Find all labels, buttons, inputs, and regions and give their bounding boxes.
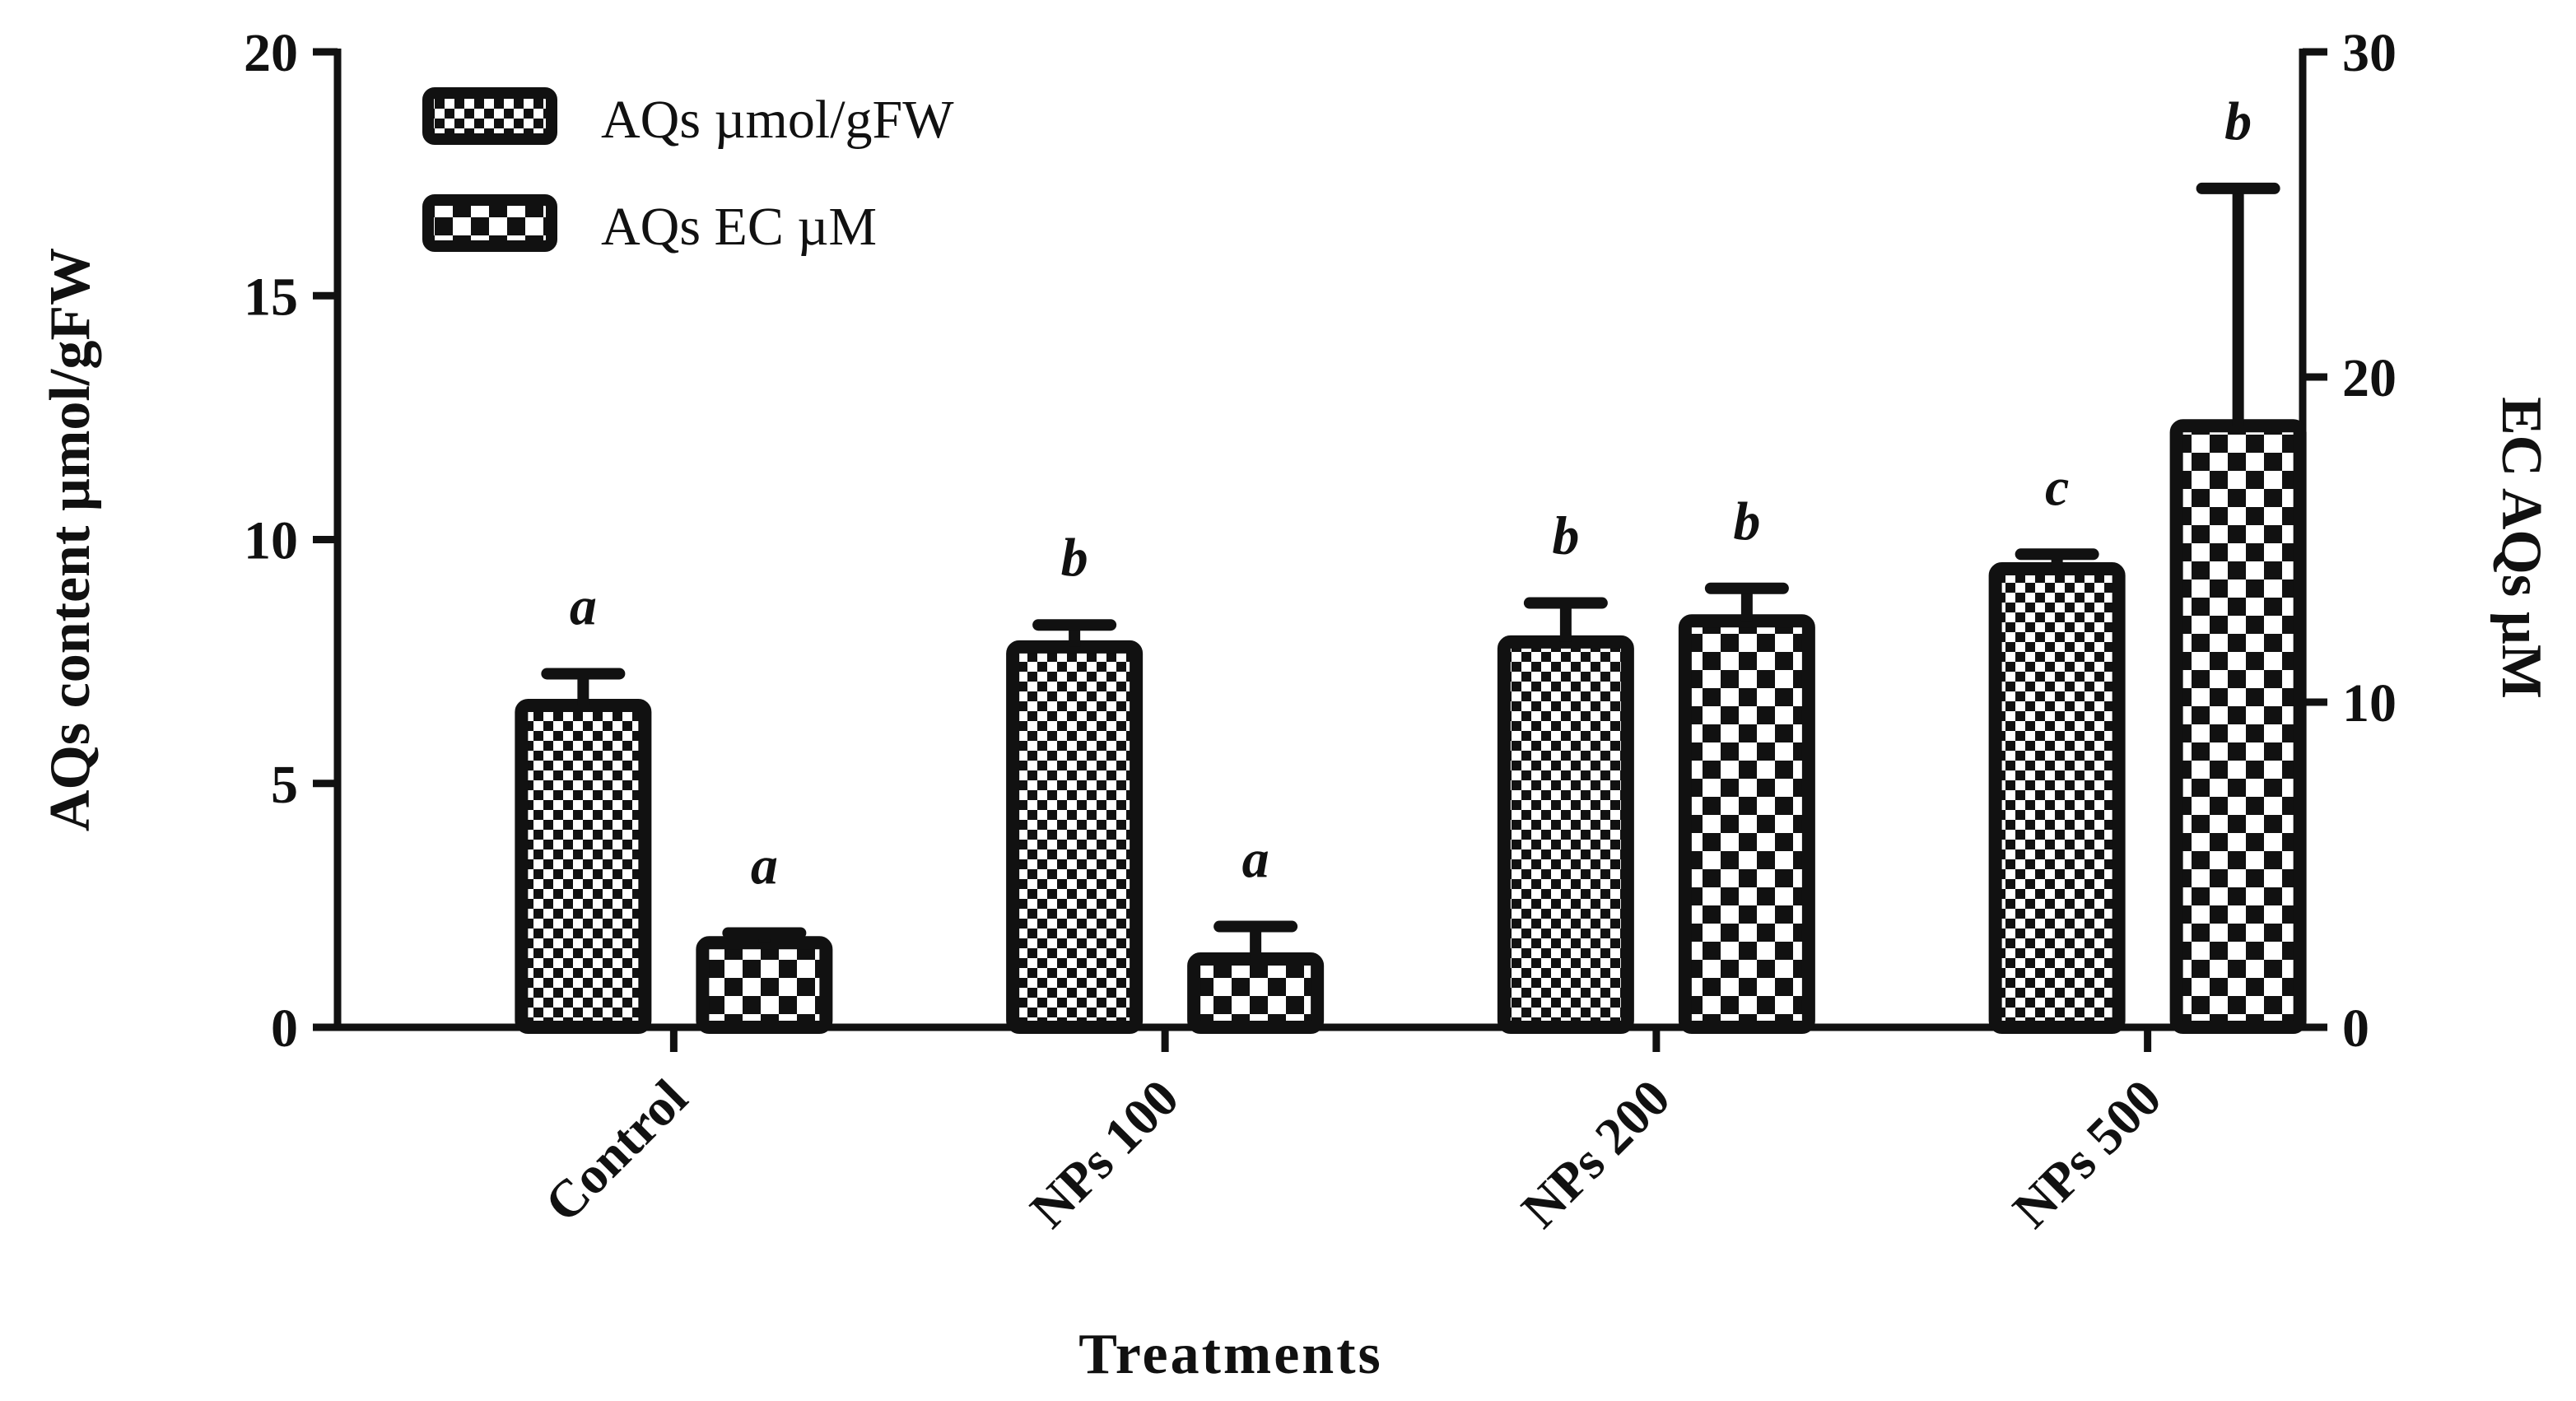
bar-series1-nps-200 (1497, 635, 1634, 1034)
labels: a b b c a a b b (570, 91, 2252, 896)
significance-letter: a (570, 576, 597, 636)
right-y-tick-label: 0 (2342, 998, 2369, 1059)
right-y-tick-label: 30 (2342, 23, 2397, 83)
bar-series2-nps-500 (2169, 419, 2307, 1034)
left-y-tick-label: 20 (244, 23, 298, 83)
significance-letter: b (1061, 528, 1088, 588)
left-y-tick-label: 0 (271, 998, 298, 1059)
x-tick-label-control: Control (533, 1068, 698, 1233)
right-y-tick-label: 10 (2342, 673, 2397, 733)
bar-series1-control (515, 698, 652, 1034)
left-y-tick-label: 10 (244, 511, 298, 571)
left-y-axis-title: AQs content µmol/gFW (39, 248, 102, 831)
x-tick-label-nps-100: NPs 100 (1019, 1068, 1190, 1239)
right-y-axis-title: EC AQs µM (2490, 397, 2553, 699)
bar-series2-nps-200 (1678, 614, 1815, 1034)
significance-letter: a (751, 835, 778, 896)
error-bars (541, 182, 2280, 960)
significance-letter: b (1552, 506, 1579, 566)
legend: AQs µmol/gFW AQs EC µM (422, 87, 954, 257)
legend-swatch-series1 (422, 87, 557, 145)
bar-series1-nps-500 (1988, 562, 2126, 1034)
legend-label-series1: AQs µmol/gFW (601, 90, 954, 150)
significance-letter: b (1733, 491, 1760, 552)
bar-series1-nps-100 (1006, 640, 1144, 1034)
significance-letter: c (2045, 457, 2069, 517)
left-y-tick-label: 5 (271, 755, 298, 815)
bar-series2-control (696, 936, 833, 1035)
x-axis-title: Treatments (1078, 1323, 1383, 1386)
right-y-tick-label: 20 (2342, 348, 2397, 408)
legend-swatch-series2 (422, 194, 557, 252)
bar-series2-nps-100 (1187, 952, 1325, 1035)
x-tick-label-nps-200: NPs 200 (1510, 1068, 1680, 1239)
significance-letter: a (1242, 830, 1269, 890)
x-tick-label-nps-500: NPs 500 (2001, 1068, 2172, 1239)
axes: 0 5 10 15 20 0 10 20 30 AQs content µmol/gFW EC AQ… (39, 23, 2553, 1386)
significance-letter: b (2224, 91, 2252, 151)
legend-label-series2: AQs EC µM (601, 197, 877, 257)
left-y-tick-label: 15 (244, 267, 298, 327)
